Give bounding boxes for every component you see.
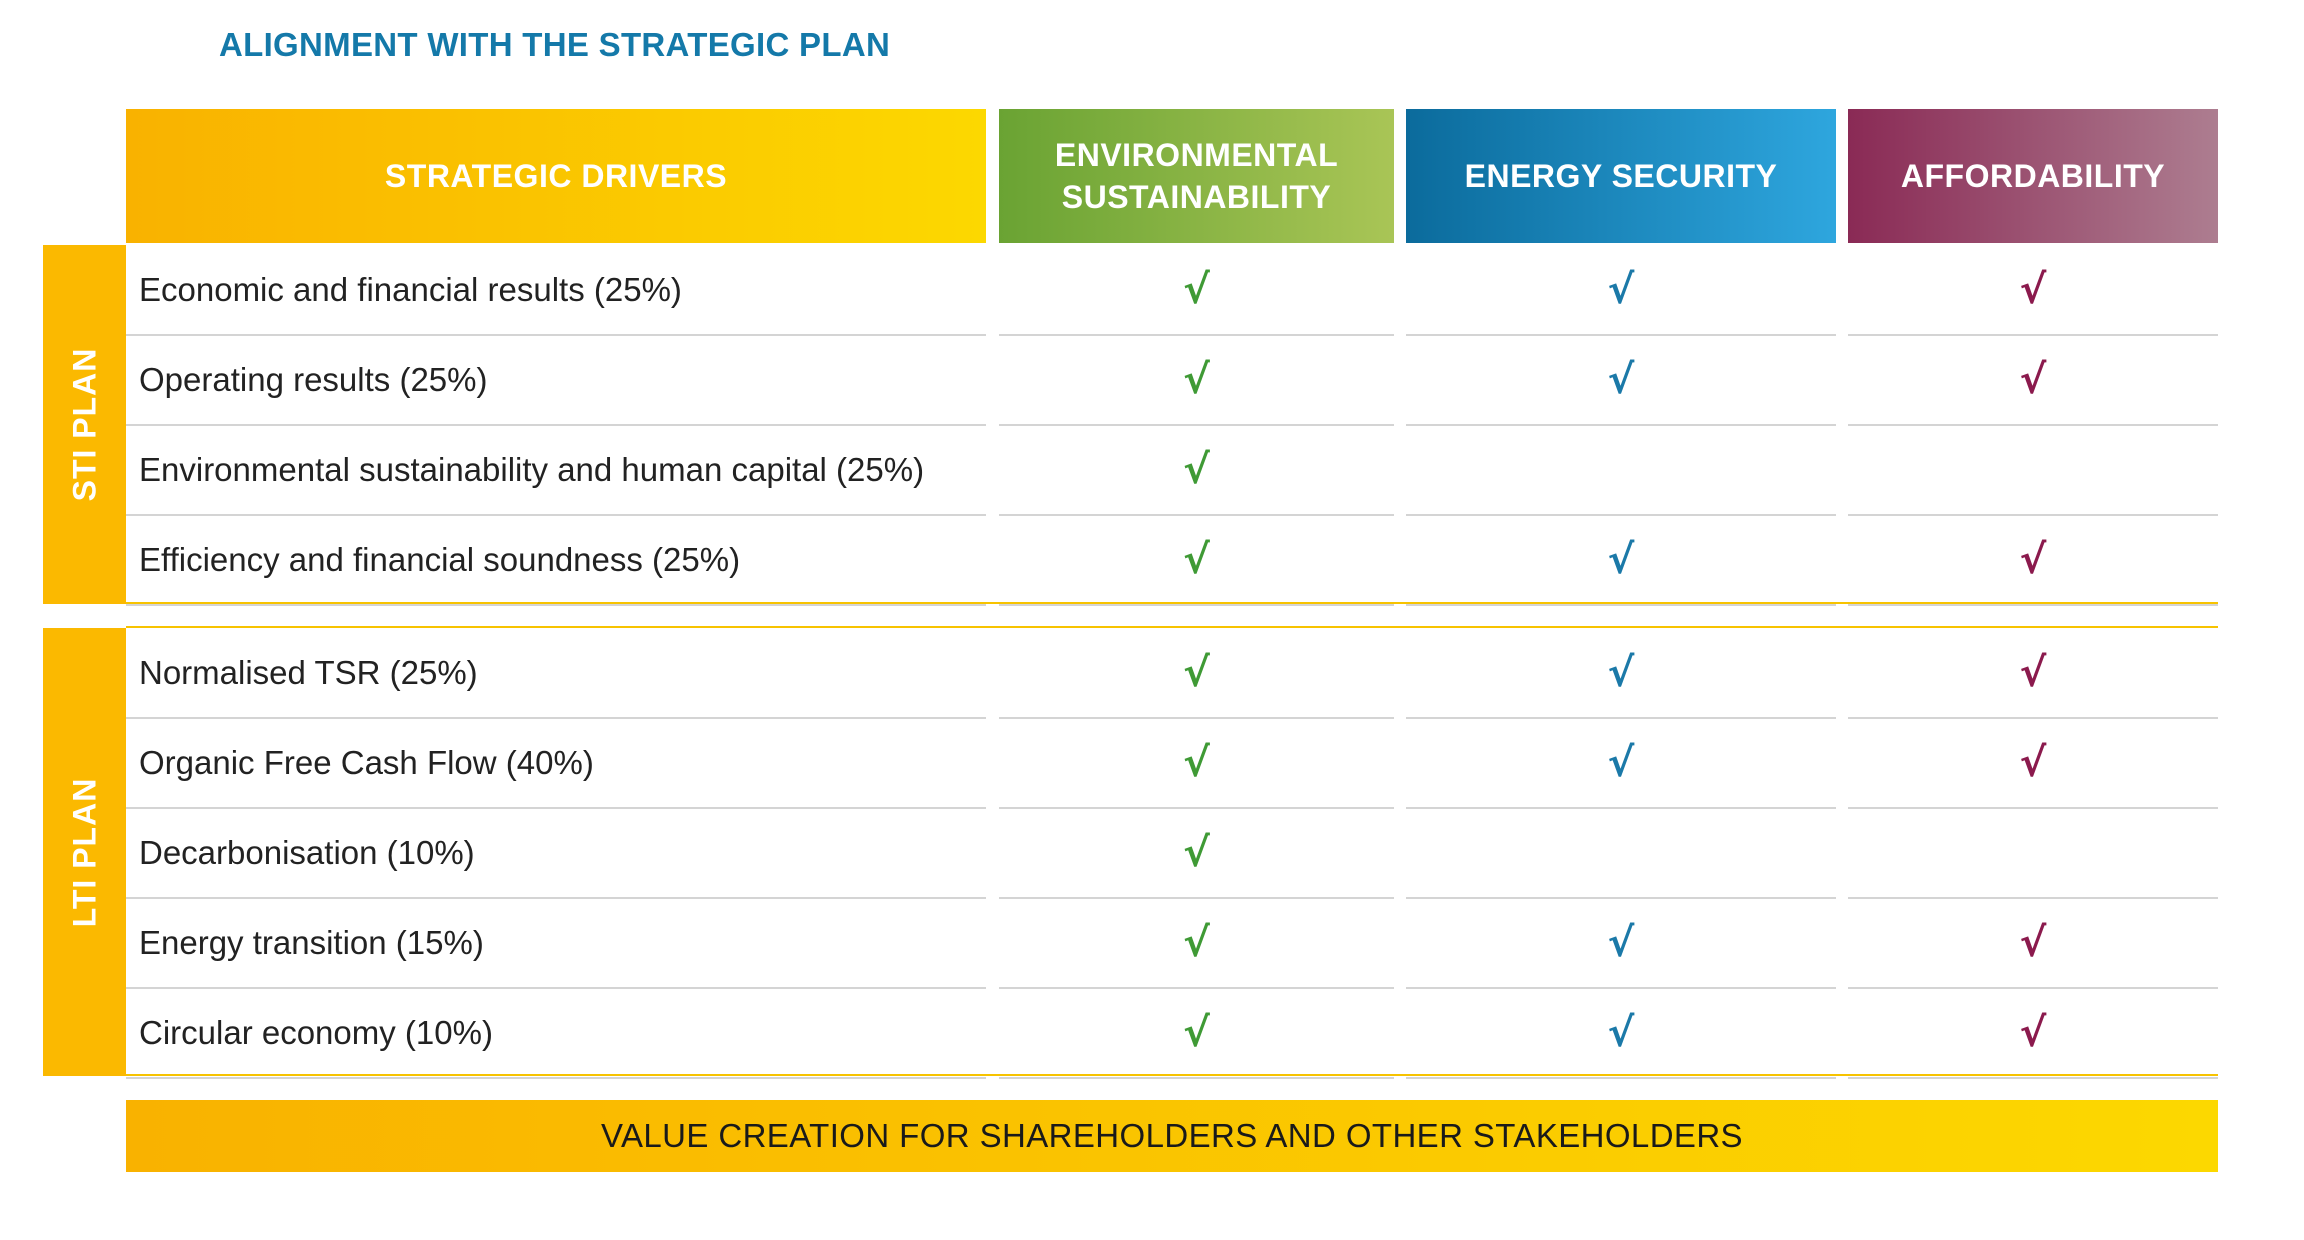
driver-label: Energy transition (15%) [139,923,484,961]
driver-cell: Efficiency and financial soundness (25%) [126,515,986,606]
checkmark-icon: √ [1183,649,1210,696]
driver-label: Economic and financial results (25%) [139,270,682,308]
table-row: Energy transition (15%) √ √ √ [126,898,2218,989]
lti-plan-band: LTI PLAN [43,628,126,1076]
header-affordability-label: AFFORDABILITY [1900,158,2166,194]
energy-security-cell: √ [1406,628,1836,719]
checkmark-icon: √ [1607,919,1635,966]
checkmark-icon: √ [2019,919,2047,966]
table-row: Operating results (25%) √ √ √ [126,335,2218,426]
affordability-cell: √ [1848,718,2218,809]
affordability-cell: √ [1848,335,2218,426]
driver-cell: Circular economy (10%) [126,988,986,1079]
driver-label: Environmental sustainability and human c… [139,450,925,488]
checkmark-icon: √ [1607,1009,1635,1056]
energy-security-cell: √ [1406,515,1836,606]
energy-security-cell: √ [1406,335,1836,426]
affordability-cell [1848,808,2218,899]
page-title: ALIGNMENT WITH THE STRATEGIC PLAN [219,26,891,63]
affordability-cell: √ [1848,628,2218,719]
energy-security-cell: √ [1406,718,1836,809]
environmental-cell: √ [999,718,1394,809]
driver-label: Circular economy (10%) [139,1013,493,1051]
sti-bottom-divider [126,602,2218,604]
checkmark-icon: √ [2019,739,2047,786]
checkmark-icon: √ [2019,536,2047,583]
table-row: Organic Free Cash Flow (40%) √ √ √ [126,718,2218,809]
driver-cell: Economic and financial results (25%) [126,245,986,336]
header-strategic-drivers-label: STRATEGIC DRIVERS [384,158,728,194]
checkmark-icon: √ [1607,649,1635,696]
checkmark-icon: √ [1183,1009,1210,1056]
checkmark-icon: √ [1607,536,1635,583]
table-row: Economic and financial results (25%) √ √ √ [126,245,2218,336]
table-row: Efficiency and financial soundness (25%)… [126,515,2218,606]
checkmark-icon: √ [1183,919,1210,966]
affordability-cell [1848,425,2218,516]
energy-security-cell: √ [1406,245,1836,336]
checkmark-icon: √ [2019,356,2047,403]
value-creation-banner: VALUE CREATION FOR SHAREHOLDERS AND OTHE… [126,1100,2218,1172]
checkmark-icon: √ [1183,446,1210,493]
driver-cell: Energy transition (15%) [126,898,986,989]
driver-cell: Normalised TSR (25%) [126,628,986,719]
lti-plan-label: LTI PLAN [66,777,103,927]
header-energy-security: ENERGY SECURITY [1406,109,1836,243]
sti-plan-band: STI PLAN [43,245,126,604]
driver-label: Efficiency and financial soundness (25%) [139,540,741,578]
header-strategic-drivers: STRATEGIC DRIVERS [126,109,986,243]
environmental-cell: √ [999,245,1394,336]
checkmark-icon: √ [1607,739,1635,786]
table-row: Normalised TSR (25%) √ √ √ [126,628,2218,719]
checkmark-icon: √ [1183,829,1210,876]
table-row: Decarbonisation (10%) √ [126,808,2218,899]
energy-security-cell [1406,425,1836,516]
lti-top-divider [126,626,2218,628]
environmental-cell: √ [999,515,1394,606]
energy-security-cell [1406,808,1836,899]
header-environmental-line1: ENVIRONMENTAL [1054,137,1339,173]
checkmark-icon: √ [1183,739,1210,786]
header-environmental-sustainability: ENVIRONMENTAL SUSTAINABILITY [999,109,1394,243]
environmental-cell: √ [999,335,1394,426]
driver-label: Normalised TSR (25%) [139,653,478,691]
checkmark-icon: √ [1183,266,1210,313]
checkmark-icon: √ [1183,536,1210,583]
driver-cell: Organic Free Cash Flow (40%) [126,718,986,809]
checkmark-icon: √ [2019,266,2047,313]
affordability-cell: √ [1848,898,2218,989]
driver-label: Organic Free Cash Flow (40%) [139,743,594,781]
checkmark-icon: √ [2019,649,2047,696]
checkmark-icon: √ [2019,1009,2047,1056]
environmental-cell: √ [999,628,1394,719]
environmental-cell: √ [999,425,1394,516]
energy-security-cell: √ [1406,898,1836,989]
header-environmental-line2: SUSTAINABILITY [1061,179,1332,215]
driver-label: Operating results (25%) [139,360,488,398]
checkmark-icon: √ [1607,266,1635,313]
value-creation-text: VALUE CREATION FOR SHAREHOLDERS AND OTHE… [601,1117,1743,1154]
driver-cell: Operating results (25%) [126,335,986,426]
header-affordability: AFFORDABILITY [1848,109,2218,243]
table-row: Circular economy (10%) √ √ √ [126,988,2218,1079]
header-energy-security-label: ENERGY SECURITY [1464,158,1778,194]
table-row: Environmental sustainability and human c… [126,425,2218,516]
lti-bottom-divider [126,1074,2218,1076]
affordability-cell: √ [1848,515,2218,606]
energy-security-cell: √ [1406,988,1836,1079]
environmental-cell: √ [999,898,1394,989]
driver-label: Decarbonisation (10%) [139,833,475,871]
affordability-cell: √ [1848,988,2218,1079]
checkmark-icon: √ [1607,356,1635,403]
environmental-cell: √ [999,988,1394,1079]
checkmark-icon: √ [1183,356,1210,403]
sti-plan-label: STI PLAN [66,347,102,502]
environmental-cell: √ [999,808,1394,899]
driver-cell: Environmental sustainability and human c… [126,425,986,516]
affordability-cell: √ [1848,245,2218,336]
driver-cell: Decarbonisation (10%) [126,808,986,899]
